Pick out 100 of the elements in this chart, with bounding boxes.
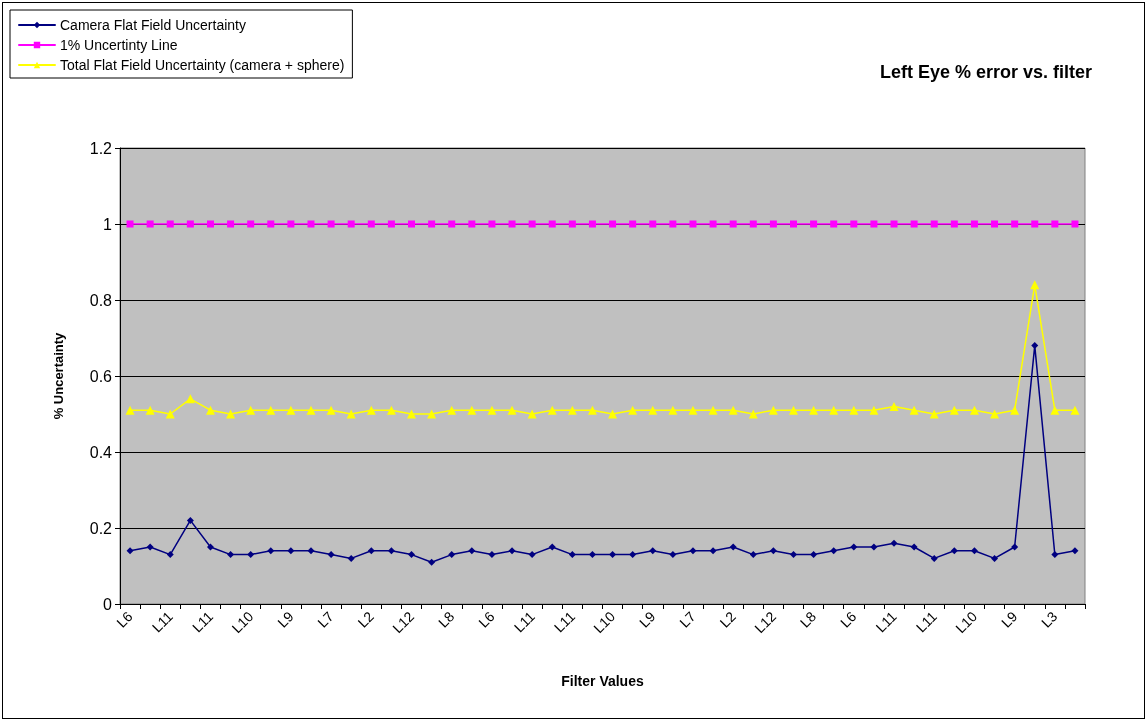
point bbox=[789, 551, 797, 559]
point bbox=[930, 220, 938, 228]
point bbox=[749, 551, 757, 559]
y-tick-label: 0.4 bbox=[89, 443, 113, 461]
point bbox=[970, 547, 978, 555]
point bbox=[367, 220, 375, 228]
point bbox=[669, 551, 677, 559]
x-tick-label: L12 bbox=[751, 608, 780, 637]
x-tick-label: L2 bbox=[716, 608, 739, 631]
point bbox=[890, 539, 898, 547]
point bbox=[468, 547, 476, 555]
point bbox=[629, 220, 637, 228]
point bbox=[508, 547, 516, 555]
x-tick-label: L8 bbox=[435, 608, 458, 631]
point bbox=[307, 547, 315, 555]
x-tick-label: L9 bbox=[274, 608, 297, 631]
point bbox=[125, 405, 135, 415]
point bbox=[991, 220, 999, 228]
point bbox=[226, 409, 236, 419]
point bbox=[528, 551, 536, 559]
x-tick-label: L10 bbox=[590, 608, 619, 637]
point bbox=[306, 405, 316, 415]
point bbox=[386, 405, 396, 415]
point bbox=[789, 220, 797, 228]
point bbox=[729, 220, 737, 228]
x-tick-label: L10 bbox=[228, 608, 257, 637]
point bbox=[648, 405, 658, 415]
point bbox=[749, 220, 757, 228]
x-tick-label: L6 bbox=[837, 608, 860, 631]
point bbox=[327, 551, 335, 559]
legend-label: 1% Uncertinty Line bbox=[60, 37, 178, 53]
point bbox=[669, 220, 677, 228]
point bbox=[447, 405, 457, 415]
point bbox=[145, 405, 155, 415]
point bbox=[708, 405, 718, 415]
point bbox=[267, 220, 275, 228]
point bbox=[870, 543, 878, 551]
legend-label: Total Flat Field Uncertainty (camera + sphere) bbox=[60, 57, 345, 73]
x-tick-label: L11 bbox=[872, 608, 900, 636]
point bbox=[810, 551, 818, 559]
point bbox=[387, 547, 395, 555]
point bbox=[588, 220, 596, 228]
point bbox=[366, 405, 376, 415]
point bbox=[327, 220, 335, 228]
point bbox=[849, 405, 859, 415]
point bbox=[1051, 220, 1059, 228]
point bbox=[287, 547, 295, 555]
point bbox=[1071, 220, 1079, 228]
point bbox=[548, 220, 556, 228]
point bbox=[186, 220, 194, 228]
point bbox=[668, 405, 678, 415]
point bbox=[609, 551, 617, 559]
chart-title: Left Eye % error vs. filter bbox=[879, 62, 1093, 82]
point bbox=[407, 409, 417, 419]
point bbox=[347, 220, 355, 228]
point bbox=[165, 409, 175, 419]
point bbox=[649, 547, 657, 555]
point bbox=[507, 405, 517, 415]
x-tick-label: L11 bbox=[912, 608, 941, 636]
point bbox=[428, 558, 436, 566]
point bbox=[427, 409, 437, 419]
point bbox=[467, 405, 477, 415]
point bbox=[186, 516, 194, 524]
x-tick-label: L7 bbox=[314, 608, 337, 631]
point bbox=[969, 405, 979, 415]
point bbox=[205, 405, 215, 415]
point bbox=[1031, 220, 1039, 228]
point bbox=[588, 551, 596, 559]
point bbox=[126, 547, 134, 555]
x-tick-label: L8 bbox=[796, 608, 820, 631]
point bbox=[487, 405, 497, 415]
point bbox=[689, 220, 697, 228]
point bbox=[909, 405, 919, 415]
y-tick-label: 0 bbox=[103, 595, 113, 613]
point bbox=[608, 409, 618, 419]
y-tick-label: 0.6 bbox=[89, 367, 113, 385]
x-tick-label: L6 bbox=[113, 608, 136, 631]
y-tick-label: 0.8 bbox=[89, 291, 113, 309]
x-tick-label: L11 bbox=[189, 608, 217, 636]
point bbox=[166, 551, 174, 559]
x-tick-label: L6 bbox=[475, 608, 498, 631]
point bbox=[1070, 405, 1080, 415]
point bbox=[227, 220, 235, 228]
point bbox=[728, 405, 738, 415]
point bbox=[950, 547, 958, 555]
point bbox=[126, 220, 134, 228]
point bbox=[830, 547, 838, 555]
point bbox=[688, 405, 698, 415]
point bbox=[929, 409, 939, 419]
y-tick-label: 1.2 bbox=[89, 139, 113, 157]
point bbox=[810, 220, 818, 228]
point bbox=[468, 220, 476, 228]
point bbox=[689, 547, 697, 555]
point bbox=[1010, 405, 1020, 415]
point bbox=[267, 547, 275, 555]
point bbox=[408, 551, 416, 559]
point bbox=[990, 409, 1000, 419]
x-tick-label: L11 bbox=[510, 608, 538, 636]
x-tick-label: L11 bbox=[550, 608, 579, 636]
point bbox=[870, 220, 878, 228]
